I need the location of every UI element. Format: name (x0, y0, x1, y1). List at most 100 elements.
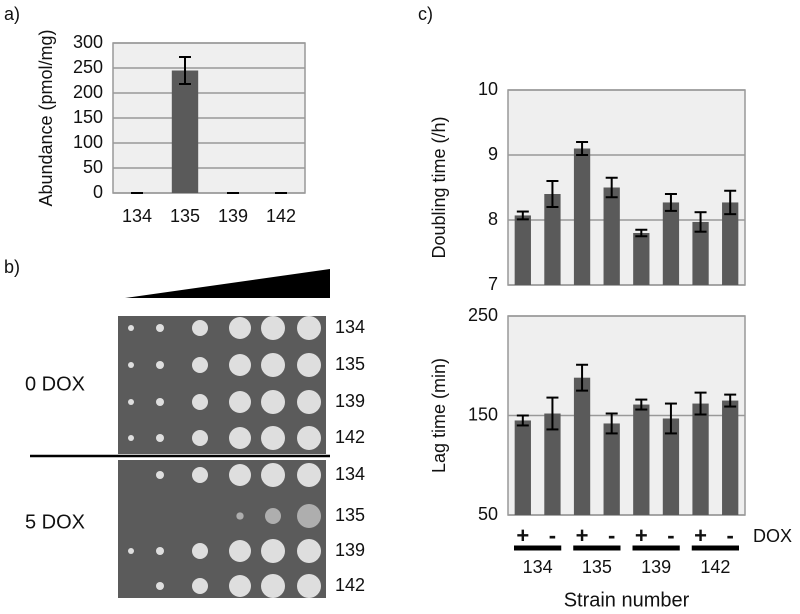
spot (261, 353, 285, 377)
y-tick-label: 9 (488, 144, 498, 164)
spot (156, 582, 164, 590)
plot-area (508, 90, 745, 285)
strain-label: 142 (335, 427, 365, 447)
bar (662, 418, 680, 515)
spot (192, 320, 208, 336)
error-bar (635, 228, 648, 238)
bar (573, 377, 591, 515)
spots (128, 316, 321, 598)
spot (261, 539, 285, 563)
spot (156, 434, 164, 442)
spot (229, 540, 251, 562)
panel-label: a) (4, 4, 20, 24)
x-tick-label: + (576, 523, 589, 548)
x-tick-label: - (727, 523, 734, 548)
error-bar (635, 398, 648, 411)
error-bar (694, 211, 707, 233)
spot (261, 390, 285, 414)
spot (297, 504, 321, 528)
error-bar (179, 56, 191, 85)
y-axis-title: Doubling time (/h) (429, 116, 449, 258)
spot (192, 543, 208, 559)
spot (156, 361, 164, 369)
y-tick-label: 100 (73, 132, 103, 152)
bar (722, 202, 739, 285)
y-tick-label: 200 (73, 82, 103, 102)
bar (692, 403, 709, 515)
bar (544, 194, 561, 285)
spot (229, 575, 251, 597)
bar (633, 233, 650, 285)
condition-label: 5 DOX (25, 511, 85, 533)
spot (261, 574, 285, 598)
x-tick-label: 139 (218, 206, 248, 226)
bar (514, 215, 531, 285)
category-title: DOX (753, 526, 792, 546)
bar (633, 404, 650, 515)
error-bar (546, 396, 559, 431)
spot (229, 391, 251, 413)
error-bar (664, 402, 677, 435)
strain-label: 134 (335, 317, 365, 337)
group-label: 139 (641, 557, 671, 577)
x-tick-label: - (608, 523, 615, 548)
plot-border (112, 42, 306, 194)
spot (192, 430, 208, 446)
spot (265, 508, 281, 524)
bar (514, 420, 531, 515)
spot (128, 399, 134, 405)
spot (297, 353, 321, 377)
y-axis-title: Abundance (pmol/mg) (36, 29, 56, 206)
error-bar (516, 414, 529, 427)
spot (229, 354, 251, 376)
strain-label: 142 (335, 575, 365, 595)
strain-label: 139 (335, 391, 365, 411)
x-tick-label: 135 (170, 206, 200, 226)
plate (118, 460, 326, 598)
panel-label: c) (418, 4, 433, 24)
spot (128, 435, 134, 441)
strain-label: 139 (335, 540, 365, 560)
strain-label: 134 (335, 464, 365, 484)
bar (573, 148, 591, 285)
x-tick-label: + (635, 523, 648, 548)
y-tick-label: 300 (73, 32, 103, 52)
error-bar (516, 210, 529, 221)
spot (128, 325, 134, 331)
bar (603, 423, 620, 515)
x-tick-label: + (516, 523, 529, 548)
error-bar (576, 141, 589, 156)
spot (192, 394, 208, 410)
y-tick-label: 150 (468, 404, 498, 424)
y-tick-label: 50 (478, 504, 498, 524)
bar (544, 413, 561, 515)
spot (297, 539, 321, 563)
strain-label: 135 (335, 354, 365, 374)
error-bar (605, 176, 618, 199)
error-bar (694, 391, 707, 416)
spot (297, 390, 321, 414)
spot (156, 547, 164, 555)
y-tick-label: 250 (468, 305, 498, 325)
error-bar (605, 412, 618, 435)
spot (236, 512, 244, 520)
spot (229, 317, 251, 339)
group-label: 134 (523, 557, 553, 577)
spot (261, 426, 285, 450)
y-axis-title: Lag time (min) (429, 358, 449, 473)
x-tick-label: - (667, 523, 674, 548)
error-bar (576, 363, 589, 392)
y-tick-label: 50 (83, 157, 103, 177)
spot (229, 427, 251, 449)
spot (297, 316, 321, 340)
y-tick-label: 150 (73, 107, 103, 127)
y-tick-label: 7 (488, 274, 498, 294)
spot (128, 362, 134, 368)
spot (229, 464, 251, 486)
y-tick-label: 10 (478, 79, 498, 99)
bar (171, 70, 199, 193)
plot-border (507, 315, 746, 516)
y-tick-label: 0 (93, 182, 103, 202)
spot (261, 463, 285, 487)
